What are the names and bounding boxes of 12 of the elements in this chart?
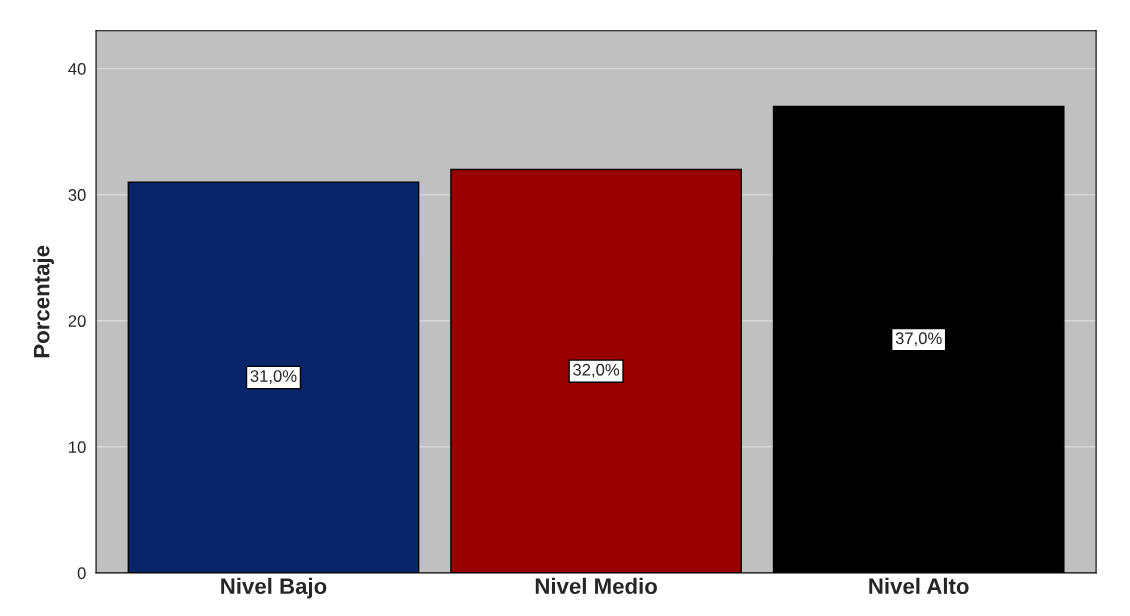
y-tick-label: 20 — [68, 315, 86, 327]
y-tick-label: 40 — [68, 63, 86, 75]
y-tick-label: 0 — [77, 567, 86, 580]
y-axis-title: Porcentaje — [33, 245, 54, 358]
y-tick-label: 30 — [68, 189, 86, 201]
x-tick-label: Nivel Alto — [869, 577, 969, 595]
data-label: 31,0% — [250, 370, 297, 384]
y-tick-label: 10 — [69, 441, 86, 454]
x-tick-label: Nivel Bajo — [221, 577, 327, 599]
data-label: 37,0% — [895, 332, 942, 347]
x-tick-label: Nivel Medio — [535, 577, 657, 595]
data-label: 32,0% — [573, 363, 620, 378]
